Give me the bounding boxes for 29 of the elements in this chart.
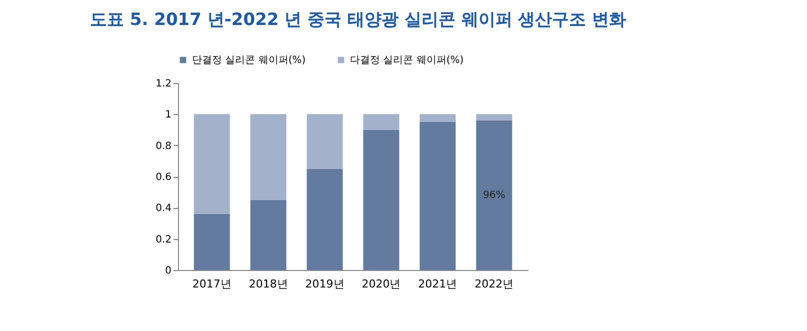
bar (363, 114, 400, 130)
bar (250, 200, 286, 270)
y-tick-label: 1.2 (156, 78, 172, 90)
bar (476, 114, 512, 120)
y-tick-label: 0.4 (156, 203, 172, 214)
x-tick-label: 2019년 (305, 278, 344, 290)
y-tick-label: 0.2 (156, 234, 172, 246)
bar (476, 120, 512, 270)
y-tick-label: 0.6 (156, 172, 172, 183)
bar (250, 114, 286, 200)
x-tick-label: 2017년 (192, 278, 232, 290)
x-tick-label: 2018년 (248, 278, 288, 290)
chart-title: 도표 5. 2017 년-2022 년 중국 태양광 실리콘 웨이퍼 생산구조 변화 (90, 9, 626, 31)
bar (194, 114, 230, 214)
bar (306, 114, 343, 169)
bar (306, 168, 343, 270)
y-tick-label: 0 (165, 266, 172, 276)
bar (194, 214, 230, 270)
bar (420, 122, 456, 270)
data-label: 96% (483, 190, 506, 202)
legend-label: 단결정 실리콘 웨이퍼(%) (192, 55, 306, 66)
y-tick-label: 1 (165, 110, 172, 121)
bar (420, 114, 456, 122)
x-tick-label: 2022년 (474, 278, 514, 290)
x-tick-label: 2021년 (418, 278, 458, 290)
legend-label: 다결정 실리콘 웨이퍼(%) (350, 55, 464, 66)
x-tick-label: 2020년 (362, 278, 401, 290)
bar (363, 130, 400, 270)
y-tick-label: 0.8 (156, 140, 172, 152)
